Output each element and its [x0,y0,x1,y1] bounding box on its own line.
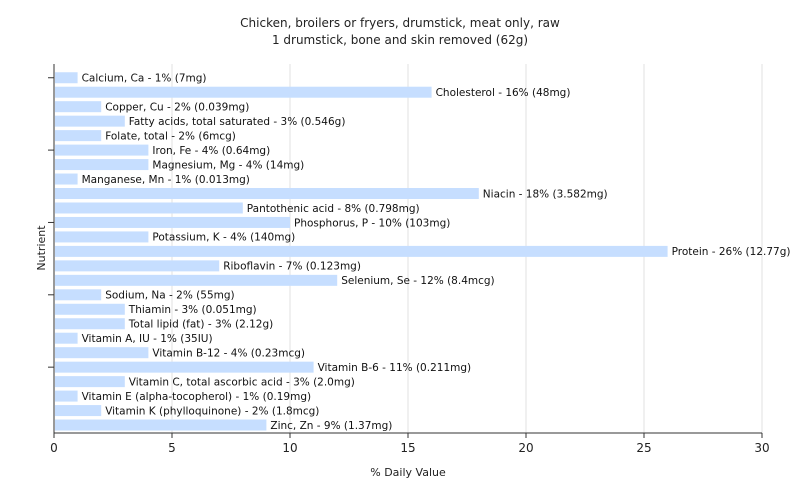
bar [55,188,479,200]
chart-subtitle: 1 drumstick, bone and skin removed (62g) [272,33,528,47]
bar-label: Magnesium, Mg - 4% (14mg) [152,159,304,171]
x-tick-label: 5 [168,441,176,455]
bar [55,274,338,286]
y-axis-label: Nutrient [35,225,48,271]
axes: 0 5 10 15 20 25 30 [48,64,770,455]
bar-label: Vitamin A, IU - 1% (35IU) [82,333,213,345]
bar [55,245,668,257]
bar-label: Vitamin K (phylloquinone) - 2% (1.8mcg) [105,405,319,417]
bar [55,289,102,301]
bar [55,216,290,228]
bar-label: Thiamin - 3% (0.051mg) [128,304,257,316]
bar-label: Vitamin C, total ascorbic acid - 3% (2.0… [129,376,355,388]
bar [55,361,314,373]
bar [55,101,102,113]
bar [55,347,149,359]
bar-label: Total lipid (fat) - 3% (2.12g) [128,319,273,331]
x-tick-label: 10 [282,441,297,455]
x-tick-label: 25 [636,441,651,455]
bar-label: Vitamin B-6 - 11% (0.211mg) [318,362,472,374]
bar-label: Riboflavin - 7% (0.123mg) [223,261,361,273]
x-tick-label: 30 [754,441,769,455]
bar [55,303,125,315]
bar-label: Vitamin E (alpha-tocopherol) - 1% (0.19m… [82,391,312,403]
x-axis-label: % Daily Value [370,466,446,479]
bar [55,86,432,98]
bar-label: Pantothenic acid - 8% (0.798mg) [247,203,420,215]
bar [55,332,78,344]
bar-label: Sodium, Na - 2% (55mg) [105,290,234,302]
bar-label: Folate, total - 2% (6mcg) [105,130,236,142]
bar-label: Cholesterol - 16% (48mg) [436,87,571,99]
bar-label: Zinc, Zn - 9% (1.37mg) [270,420,392,432]
bar-label: Iron, Fe - 4% (0.64mg) [152,145,270,157]
bar-label: Copper, Cu - 2% (0.039mg) [105,101,249,113]
bar-label: Niacin - 18% (3.582mg) [483,188,608,200]
bars: Calcium, Ca - 1% (7mg) Cholesterol - 16% … [55,72,790,432]
x-tick-label: 15 [400,441,415,455]
bar [55,419,267,431]
bar-label: Selenium, Se - 12% (8.4mcg) [341,275,494,287]
bar [55,144,149,156]
bar [55,130,102,142]
bar [55,390,78,402]
bar [55,159,149,171]
bar [55,318,125,330]
bar-label: Potassium, K - 4% (140mg) [152,232,295,244]
bar [55,231,149,243]
bar [55,173,78,185]
chart-title: Chicken, broilers or fryers, drumstick, … [240,16,560,30]
bar-label: Calcium, Ca - 1% (7mg) [82,73,207,85]
bar [55,376,125,388]
bar-label: Manganese, Mn - 1% (0.013mg) [82,174,250,186]
bar-label: Fatty acids, total saturated - 3% (0.546… [129,116,346,128]
bar [55,202,243,214]
x-tick-label: 20 [518,441,533,455]
x-tick-label: 0 [50,441,58,455]
bar [55,115,125,127]
bar-label: Phosphorus, P - 10% (103mg) [294,217,450,229]
bar-label: Protein - 26% (12.77g) [672,246,791,258]
bar [55,72,78,84]
bar [55,260,220,272]
bar-label: Vitamin B-12 - 4% (0.23mcg) [152,347,305,359]
bar [55,405,102,417]
